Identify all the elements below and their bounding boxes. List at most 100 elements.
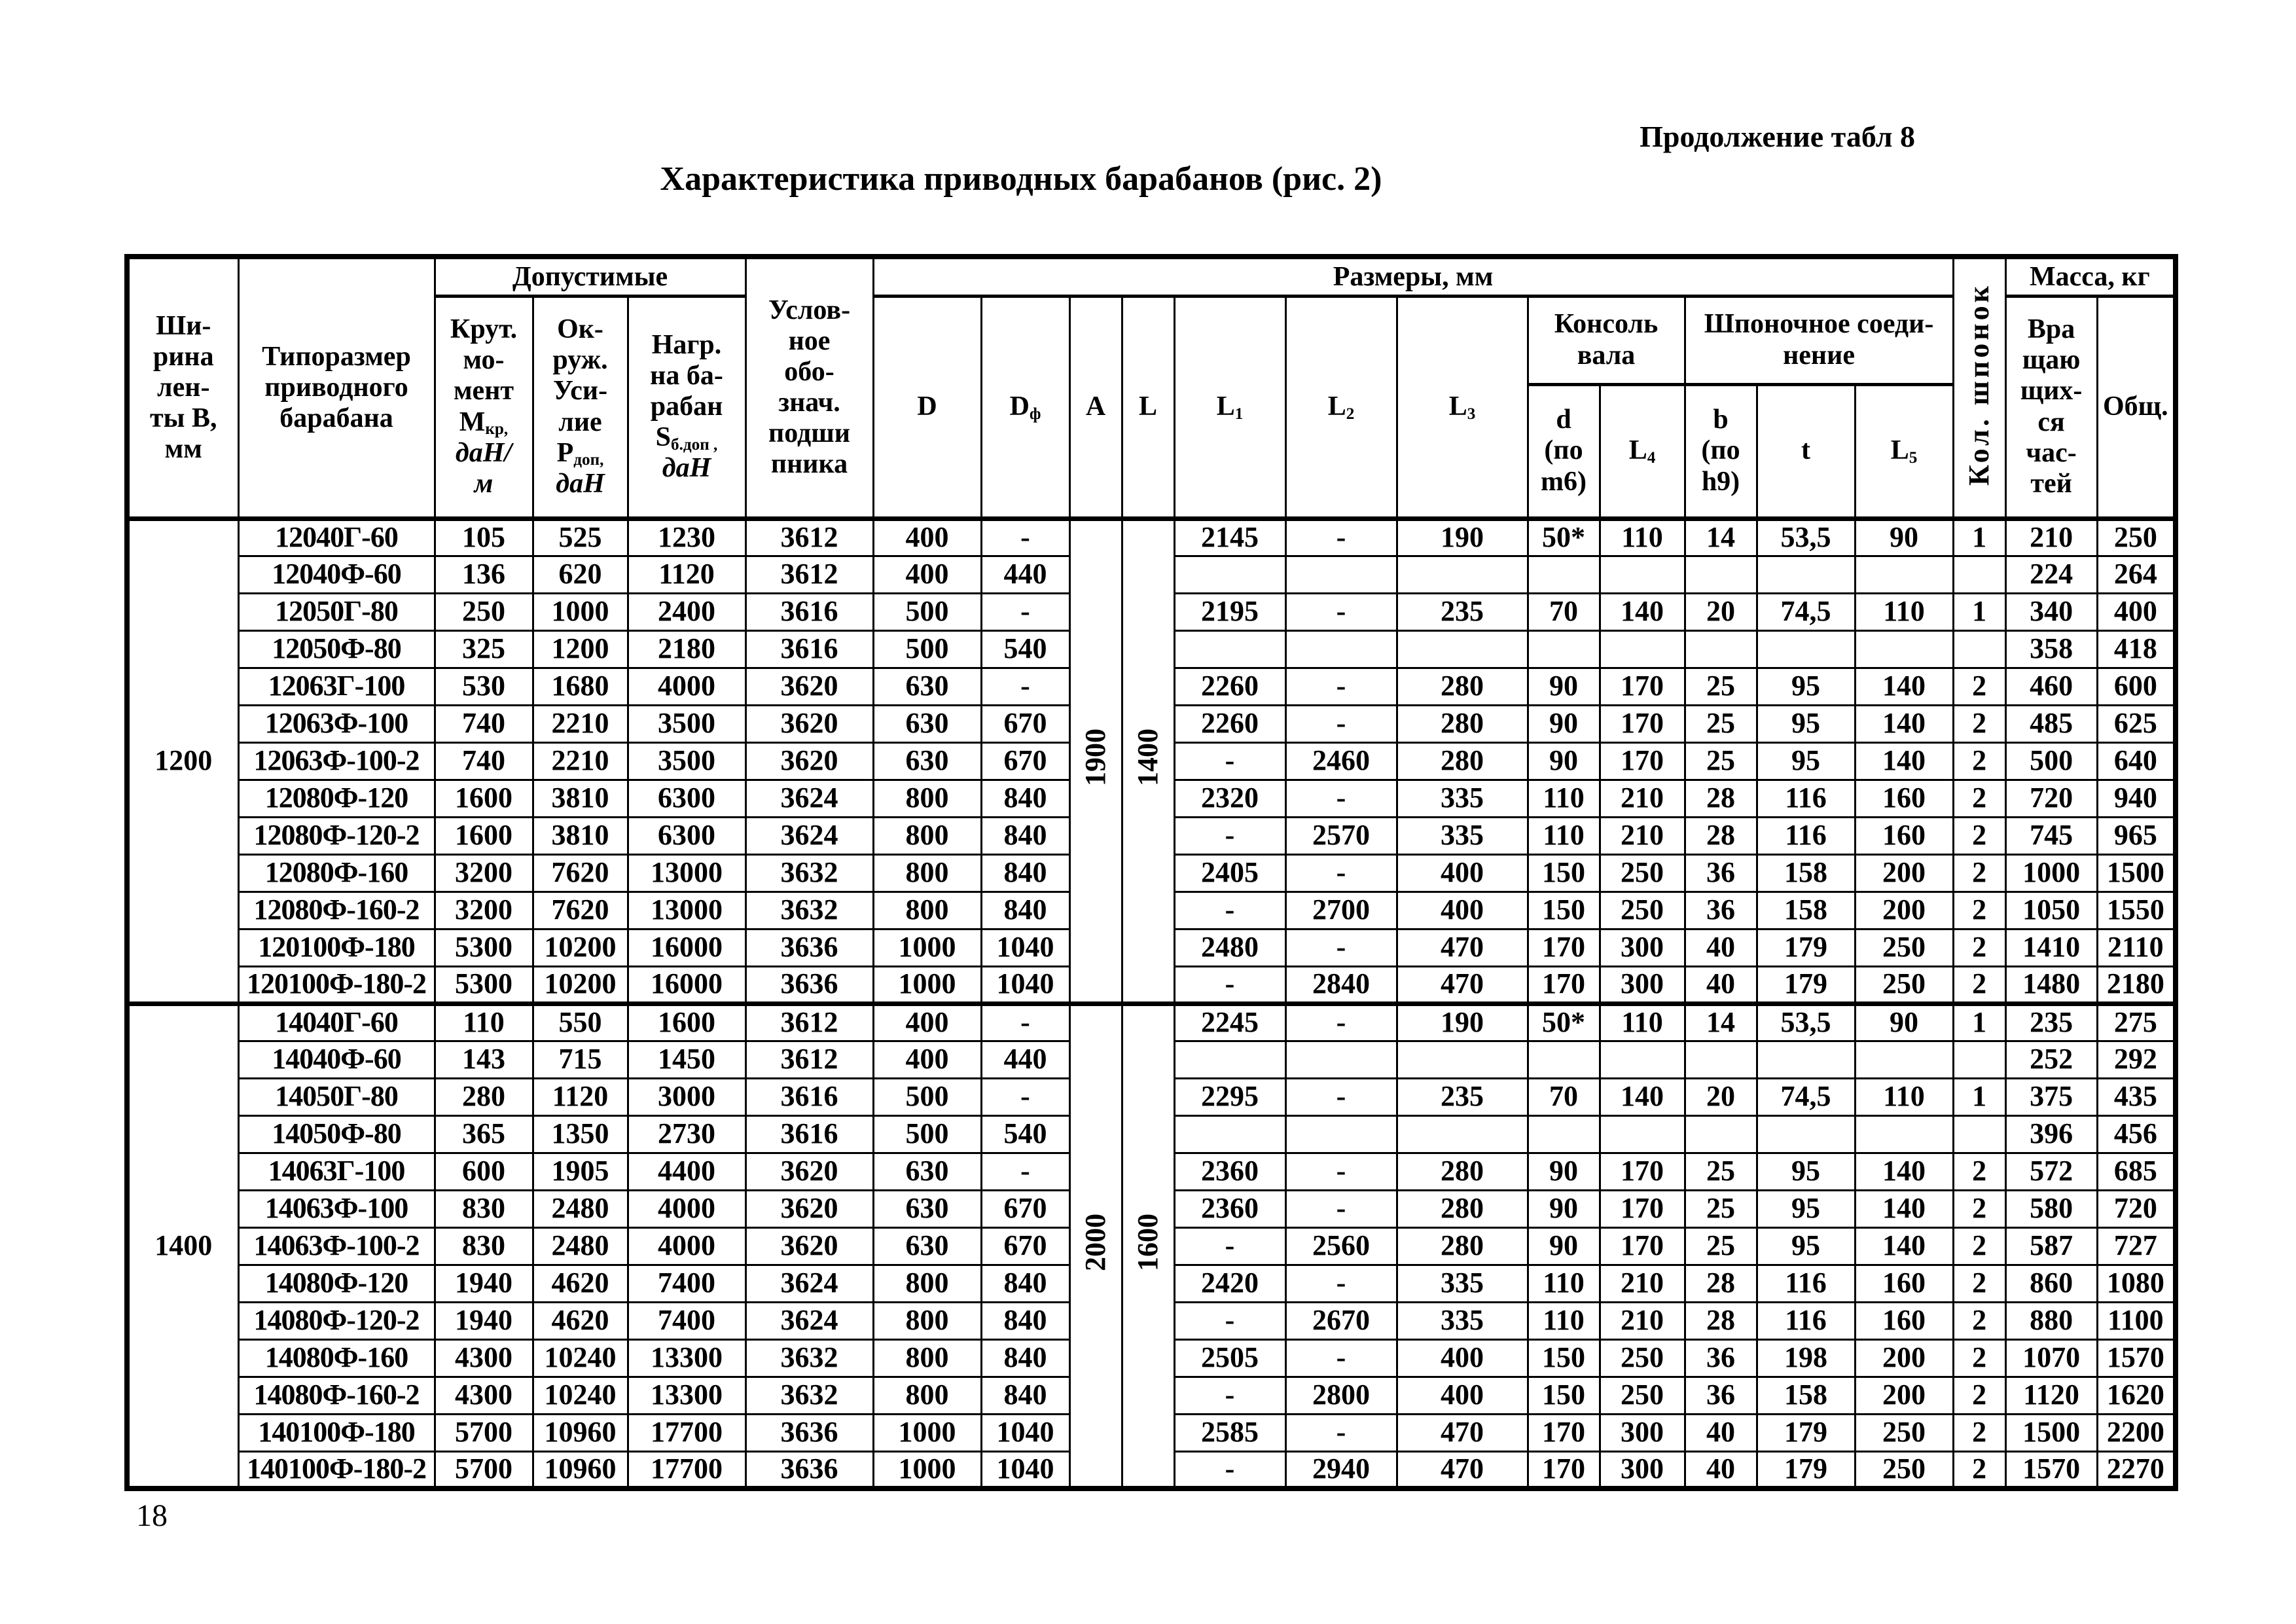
- cell-circ-force: 2480: [531, 1226, 629, 1266]
- cell-t: 158: [1755, 1375, 1856, 1415]
- cell-typesize: 12080Ф-120-2: [237, 816, 436, 856]
- header-text-segment: кр,: [485, 420, 509, 439]
- cell-typesize: 14063Г-100: [237, 1151, 436, 1191]
- cell-drum-load: 1600: [626, 1001, 747, 1042]
- cell-L3: 470: [1395, 965, 1529, 1005]
- header-text-segment: М: [459, 406, 486, 437]
- cell-text: 840: [1003, 893, 1047, 926]
- table-row: 12063Г-100 530 1680 4000 3620 630 - 2260 - 280 90 1…: [127, 666, 2177, 706]
- cell-text: 14063Ф-100: [264, 1192, 408, 1225]
- table-row: 14080Ф-160 4300 10240 13300 3632 800 840 2505 - 4…: [127, 1338, 2177, 1378]
- cell-t: 116: [1755, 816, 1856, 856]
- header-text-line: приводного: [264, 372, 408, 403]
- header-text-line: Ок-: [557, 314, 603, 345]
- cell-b: 36: [1683, 890, 1758, 930]
- cell-text: 3636: [780, 1453, 838, 1485]
- cell-torque: 250: [433, 592, 534, 632]
- cell-mass-rotating: 1070: [2004, 1338, 2098, 1378]
- cell-text: 4300: [455, 1379, 512, 1411]
- cell-text: 10240: [544, 1341, 617, 1374]
- cell-keys-count: 2: [1952, 890, 2007, 930]
- cell-text: 110: [1543, 1267, 1585, 1299]
- cell-mass-total: 625: [2096, 704, 2177, 744]
- group-header-mass: Масса, кг: [2004, 255, 2177, 298]
- cell-text: 3620: [780, 1155, 838, 1187]
- cell-torque: 3200: [433, 853, 534, 893]
- cell-text: 53,5: [1780, 1006, 1831, 1039]
- page-number: 18: [136, 1498, 168, 1533]
- cell-text: 840: [1003, 1341, 1047, 1374]
- cell-text: 1: [1972, 1080, 1987, 1113]
- cell-bearing-designation: 3616: [744, 1077, 874, 1117]
- cell-text: 4000: [658, 1229, 715, 1262]
- cell-mass-rotating: 572: [2004, 1151, 2098, 1191]
- cell-L5: [1854, 629, 1954, 669]
- cell-mass-rotating: 340: [2004, 592, 2098, 632]
- cell-L5: 110: [1854, 1077, 1954, 1117]
- cell-text: 1550: [2106, 893, 2164, 926]
- cell-text: 210: [1621, 1304, 1664, 1337]
- cell-t: 158: [1755, 890, 1856, 930]
- cell-circ-force: 4620: [531, 1263, 629, 1303]
- cell-text: Размеры, мм: [1333, 261, 1494, 292]
- cell-text: 25: [1706, 744, 1735, 777]
- cell-D: 800: [872, 816, 982, 856]
- cell-bearing-designation: 3636: [744, 928, 874, 967]
- cell-text: -: [1336, 1192, 1346, 1225]
- cell-text: 2: [1972, 1453, 1987, 1485]
- cell-keys-count: [1952, 1114, 2007, 1154]
- cell-circ-force: 620: [531, 554, 629, 594]
- cell-t: 95: [1755, 741, 1856, 781]
- cell-keys-count: 2: [1952, 853, 2007, 893]
- cell-L4: 170: [1598, 741, 1686, 781]
- cell-typesize: 14080Ф-120-2: [237, 1301, 436, 1341]
- table-row: 1400 14040Г-60 110 550 1600 3612 400-2000 1600 2…: [126, 1001, 2177, 1490]
- cell-Df: 1040: [980, 1450, 1071, 1490]
- header-text-line: мент: [453, 376, 514, 406]
- cell-text: 3636: [780, 931, 838, 964]
- cell-text: 140: [1882, 670, 1926, 702]
- cell-text: 1600: [658, 1006, 715, 1039]
- cell-keys-count: 1: [1952, 1001, 2007, 1042]
- cell-text: 250: [1621, 856, 1664, 889]
- header-text-line: знач.: [778, 388, 840, 418]
- cell-Df: -: [980, 1077, 1071, 1117]
- cell-mass-rotating: 210: [2004, 516, 2098, 557]
- cell-text: 140100Ф-180-2: [246, 1453, 427, 1485]
- cell-torque: 325: [433, 629, 534, 669]
- table-row: 14040Ф-60 143 715 1450 3612 400 440 252 292: [127, 1039, 2177, 1079]
- cell-L2: 2940: [1284, 1450, 1398, 1490]
- col-header-Df: Dф: [980, 295, 1071, 520]
- cell-text: 90: [1549, 1229, 1578, 1262]
- cell-text: 150: [1542, 893, 1585, 926]
- header-text-segment: даН/: [455, 437, 512, 468]
- cell-L4: 170: [1598, 666, 1686, 706]
- cell-L4: 110: [1598, 516, 1686, 557]
- cell-text: 470: [1441, 967, 1484, 1000]
- cell-d: 170: [1526, 965, 1601, 1005]
- cell-text: 158: [1784, 1379, 1827, 1411]
- cell-keys-count: 2: [1952, 816, 2007, 856]
- cell-text: 3620: [780, 707, 838, 740]
- vertical-dimension-text: 1400: [1131, 729, 1164, 787]
- cell-text: 264: [2113, 558, 2157, 590]
- cell-text: 10200: [544, 967, 617, 1000]
- cell-text: 470: [1441, 1416, 1484, 1449]
- cell-L3: 400: [1395, 890, 1529, 930]
- cell-text: -: [1225, 1453, 1235, 1485]
- cell-torque: 280: [433, 1077, 534, 1117]
- cell-keys-count: 1: [1952, 592, 2007, 632]
- cell-text: -: [1336, 595, 1346, 628]
- cell-typesize: 140100Ф-180: [237, 1413, 436, 1453]
- cell-text: 140: [1882, 1229, 1926, 1262]
- cell-text: -: [1336, 1080, 1346, 1113]
- cell-bearing-designation: 3620: [744, 704, 874, 744]
- cell-text: 3632: [780, 856, 838, 889]
- cell-text: 525: [558, 521, 602, 554]
- cell-typesize: 12080Ф-120: [237, 778, 436, 818]
- cell-text: 190: [1441, 521, 1484, 554]
- cell-drum-load: 4000: [626, 666, 747, 706]
- cell-bearing-designation: 3612: [744, 516, 874, 557]
- cell-text: 90: [1890, 1006, 1919, 1039]
- header-text-line: d: [1556, 405, 1571, 435]
